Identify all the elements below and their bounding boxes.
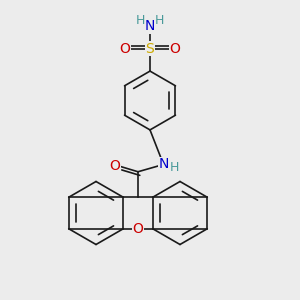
Text: H: H bbox=[155, 14, 164, 27]
Text: N: N bbox=[158, 157, 169, 171]
Text: S: S bbox=[146, 42, 154, 56]
Text: O: O bbox=[169, 42, 180, 56]
Text: H: H bbox=[136, 14, 145, 27]
Text: H: H bbox=[170, 161, 179, 174]
Text: N: N bbox=[145, 19, 155, 33]
Text: O: O bbox=[133, 222, 143, 236]
Text: O: O bbox=[109, 159, 120, 173]
Text: O: O bbox=[120, 42, 130, 56]
